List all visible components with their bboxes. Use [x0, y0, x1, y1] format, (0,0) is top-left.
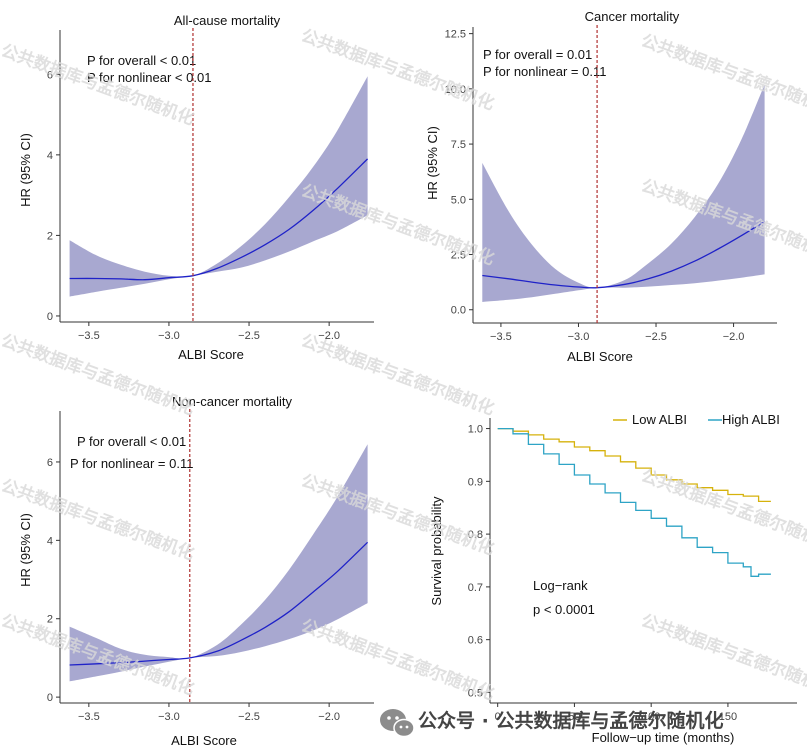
x-axis-label: ALBI Score [567, 349, 633, 364]
x-tick-label: −3.5 [490, 331, 512, 343]
x-tick-label: −2.5 [238, 711, 260, 723]
y-tick-label: 0.5 [468, 687, 483, 699]
y-tick-label: 0.6 [468, 635, 483, 647]
y-tick-label: 0.0 [451, 305, 466, 317]
y-tick-label: 2 [47, 230, 53, 242]
y-tick-label: 4 [47, 535, 53, 547]
y-axis-label: Survival probability [429, 496, 444, 606]
y-tick-label: 1.0 [468, 424, 483, 436]
x-tick-label: −3.0 [568, 331, 590, 343]
watermark-text: 公共数据库与孟德尔随机化 [638, 465, 807, 555]
annotation-nonlinear: P for nonlinear < 0.01 [87, 70, 211, 85]
legend-label-high-albi: High ALBI [722, 412, 780, 427]
y-tick-label: 0 [47, 692, 53, 704]
annotation-logrank: Log−rank [533, 578, 588, 593]
y-axis-label: HR (95% CI) [18, 513, 33, 587]
y-tick-label: 6 [47, 457, 53, 469]
x-tick-label: −2.0 [723, 331, 745, 343]
watermark-text: 公共数据库与孟德尔随机化 [298, 615, 497, 705]
y-axis-label: HR (95% CI) [425, 126, 440, 200]
x-tick-label: 150 [719, 711, 737, 723]
panel-title: Cancer mortality [585, 9, 680, 24]
watermark-text: 公共数据库与孟德尔随机化 [638, 610, 807, 700]
x-tick-label: −2.5 [238, 330, 260, 342]
footer-brand: 公众号 · 公共数据库与孟德尔随机化 [380, 709, 723, 738]
y-tick-label: 12.5 [445, 29, 466, 41]
watermark-text: 公共数据库与孟德尔随机化 [298, 330, 497, 420]
y-tick-label: 4 [47, 150, 53, 162]
y-tick-label: 0.8 [468, 529, 483, 541]
y-axis-label: HR (95% CI) [18, 133, 33, 207]
x-tick-label: −3.0 [158, 711, 180, 723]
x-axis-label: ALBI Score [178, 347, 244, 362]
watermark-text: 公共数据库与孟德尔随机化 [0, 330, 197, 420]
ci-ribbon [69, 76, 368, 297]
x-tick-label: −3.0 [158, 330, 180, 342]
annotation-pvalue: p < 0.0001 [533, 602, 595, 617]
y-tick-label: 7.5 [451, 139, 466, 151]
wechat-icon [380, 709, 415, 738]
x-axis-label: ALBI Score [171, 733, 237, 748]
x-tick-label: −2.5 [645, 331, 667, 343]
x-tick-label: −2.0 [318, 711, 340, 723]
y-tick-label: 6 [47, 69, 53, 81]
y-tick-label: 0.9 [468, 476, 483, 488]
y-tick-label: 2.5 [451, 250, 466, 262]
y-tick-label: 10.0 [445, 84, 466, 96]
watermark-layer: 公共数据库与孟德尔随机化 公共数据库与孟德尔随机化 公共数据库与孟德尔随机化 公… [0, 25, 807, 705]
watermark-text: 公共数据库与孟德尔随机化 [638, 30, 807, 120]
legend-label-low-albi: Low ALBI [632, 412, 687, 427]
annotation-overall: P for overall < 0.01 [77, 434, 186, 449]
ci-ribbon [482, 84, 765, 303]
annotation-nonlinear: P for nonlinear = 0.11 [483, 64, 606, 79]
x-tick-label: −3.5 [78, 711, 100, 723]
footer-text: 公众号 · 公共数据库与孟德尔随机化 [418, 709, 723, 732]
y-tick-label: 0.7 [468, 582, 483, 594]
panel-title: All-cause mortality [174, 13, 281, 28]
watermark-text: 公共数据库与孟德尔随机化 [298, 25, 497, 115]
annotation-overall: P for overall < 0.01 [87, 53, 196, 68]
survival-curve-low-albi [497, 427, 771, 503]
survival-curve-high-albi [497, 427, 771, 577]
annotation-overall: P for overall = 0.01 [483, 47, 592, 62]
panel-title: Non-cancer mortality [172, 394, 292, 409]
panel-noncancer-mortality: Non-cancer mortality P for overall < 0.0… [18, 394, 374, 748]
panel-kaplan-meier: Low ALBI High ALBI Log−rank p < 0.0001 F… [429, 412, 797, 745]
x-tick-label: 100 [642, 711, 660, 723]
y-tick-label: 5.0 [451, 194, 466, 206]
x-axis-label: Follow−up time (months) [592, 730, 735, 745]
x-tick-label: −2.0 [318, 330, 340, 342]
ci-ribbon [69, 444, 368, 682]
panel-cancer-mortality: Cancer mortality P for overall = 0.01 P … [425, 9, 777, 364]
x-tick-label: 0 [495, 711, 501, 723]
panel-allcause-mortality: All-cause mortality P for overall < 0.01… [18, 13, 374, 362]
hr-line [69, 541, 369, 666]
y-tick-label: 2 [47, 614, 53, 626]
hr-line [69, 158, 369, 281]
annotation-nonlinear: P for nonlinear = 0.11 [70, 456, 193, 471]
y-tick-label: 0 [47, 311, 53, 323]
x-tick-label: −3.5 [78, 330, 100, 342]
watermark-text: 公共数据库与孟德尔随机化 [0, 610, 197, 700]
x-tick-label: 50 [568, 711, 580, 723]
hr-line [482, 220, 765, 289]
